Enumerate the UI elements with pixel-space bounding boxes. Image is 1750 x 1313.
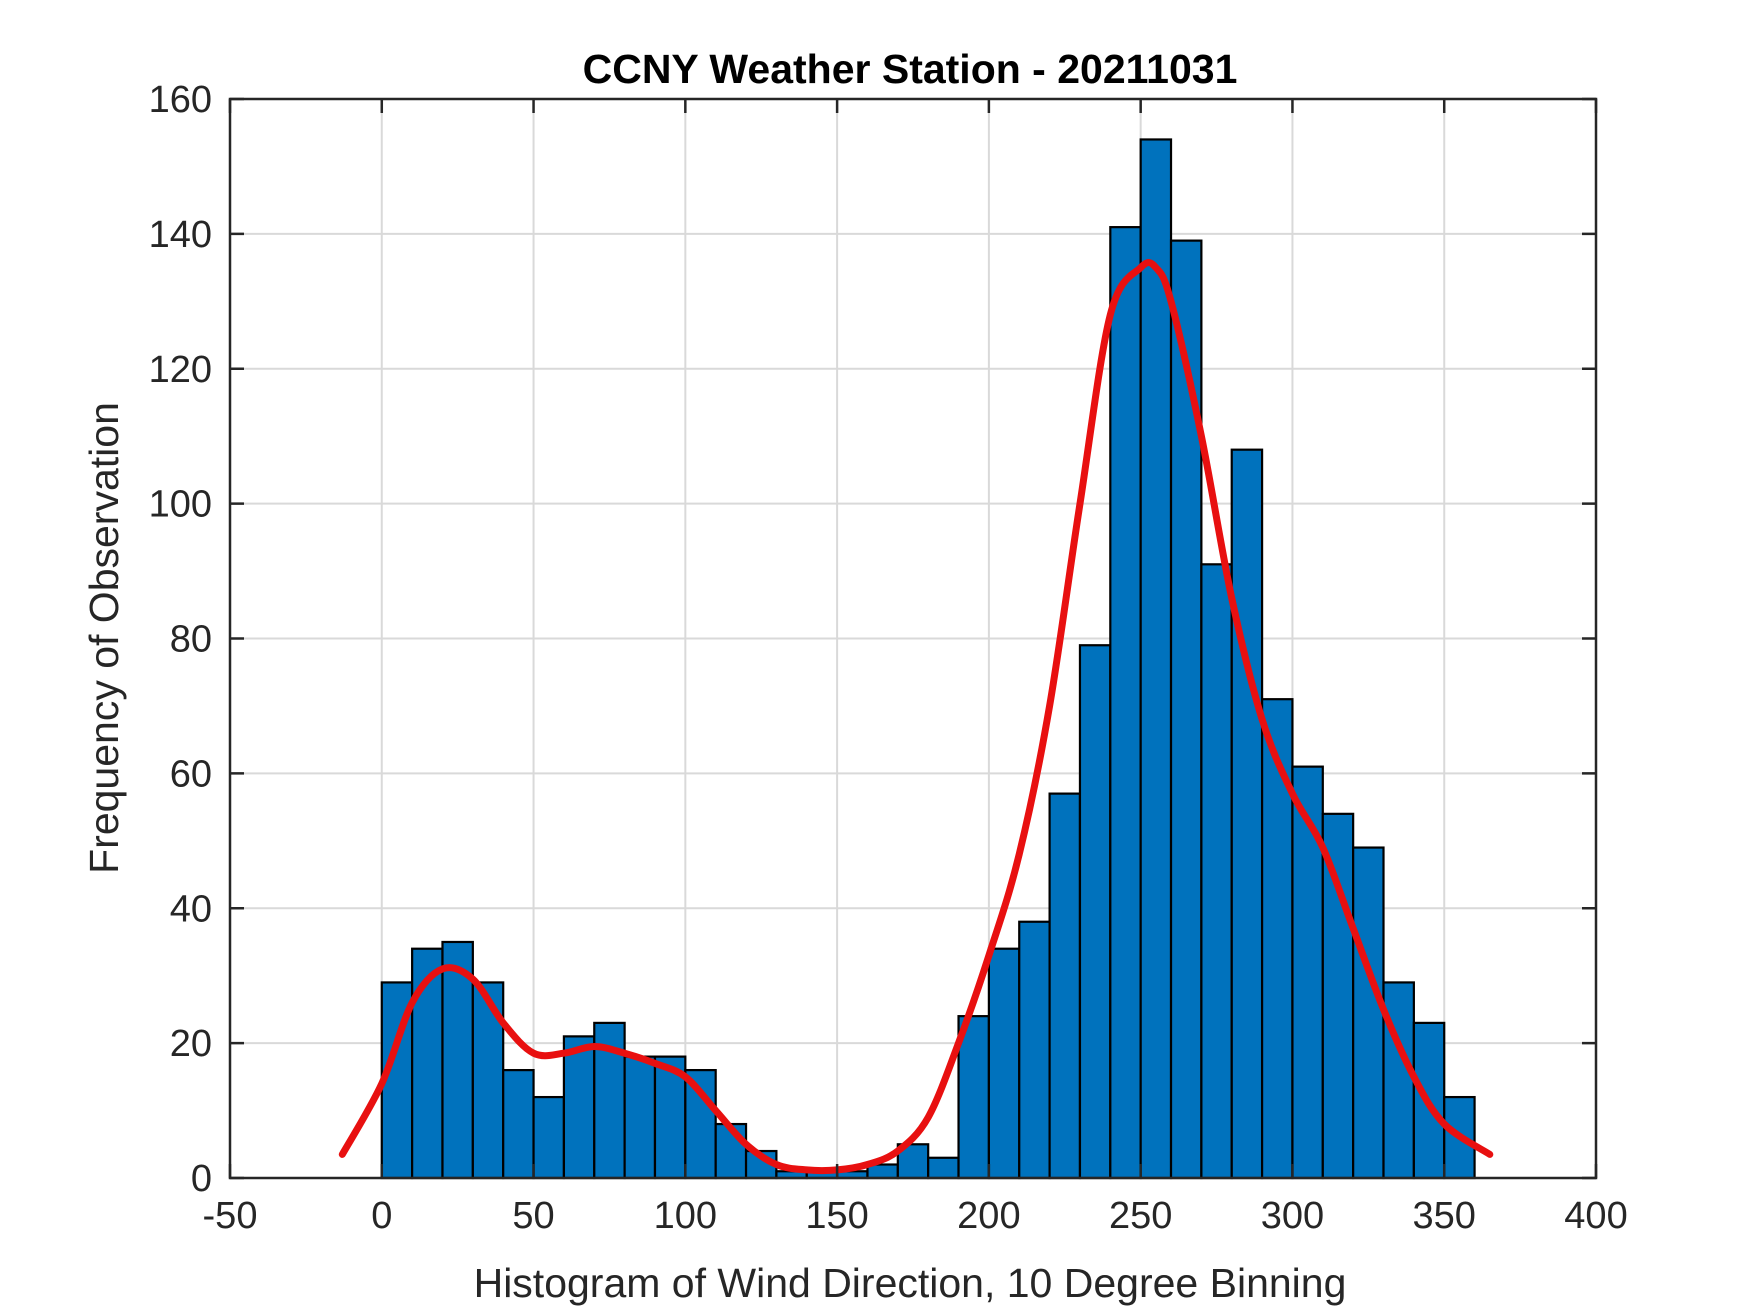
axes <box>228 97 1598 1180</box>
x-tick-label: 200 <box>957 1195 1020 1237</box>
tick-labels: -50 0 50 100 150 200 250 300 350 4000204060801001… <box>149 79 1628 1237</box>
histogram-bar <box>927 1156 960 1180</box>
x-tick-label: 0 <box>371 1195 392 1237</box>
fit-curve-layer <box>338 259 1494 1175</box>
histogram-bar <box>1018 920 1051 1180</box>
histogram-bar <box>502 1068 535 1180</box>
histogram-bar <box>987 947 1021 1180</box>
y-tick-label: 40 <box>170 888 212 930</box>
y-axis-title: Frequency of Observation <box>81 402 127 874</box>
histogram-bar <box>441 940 474 1180</box>
y-tick-label: 160 <box>149 79 212 121</box>
x-tick-label: 250 <box>1109 1195 1172 1237</box>
chart-title: CCNY Weather Station - 20211031 <box>583 46 1238 92</box>
histogram-bar <box>1078 644 1112 1180</box>
histogram-bar <box>1139 138 1173 1180</box>
x-tick-label: 350 <box>1413 1195 1476 1237</box>
x-axis-title: Histogram of Wind Direction, 10 Degree B… <box>474 1260 1347 1306</box>
x-tick-label: 400 <box>1564 1195 1627 1237</box>
x-tick-label: -50 <box>203 1195 258 1237</box>
x-tick-label: 50 <box>512 1195 554 1237</box>
histogram-bar <box>1048 792 1082 1180</box>
x-tick-label: 300 <box>1261 1195 1324 1237</box>
histogram-bar <box>1321 812 1355 1180</box>
y-tick-label: 20 <box>170 1023 212 1065</box>
histogram-bar <box>684 1068 717 1180</box>
histogram-bar <box>532 1095 566 1180</box>
y-tick-label: 60 <box>170 753 212 795</box>
histogram-bar <box>1230 448 1264 1180</box>
histogram-bar <box>562 1035 596 1180</box>
histogram-bar <box>1291 765 1324 1180</box>
y-tick-label: 80 <box>170 619 212 661</box>
x-tick-label: 150 <box>805 1195 868 1237</box>
histogram-bar <box>1200 563 1233 1180</box>
x-tick-label: 100 <box>654 1195 717 1237</box>
histogram-bar <box>623 1055 657 1180</box>
histogram-bar <box>1169 239 1203 1180</box>
y-tick-label: 100 <box>149 484 212 526</box>
fit-curve <box>338 259 1494 1175</box>
y-tick-label: 0 <box>191 1158 212 1200</box>
histogram-bar <box>1109 226 1142 1180</box>
histogram-bar <box>1352 846 1385 1180</box>
y-tick-label: 140 <box>149 214 212 256</box>
histogram-bar <box>1260 698 1294 1180</box>
y-tick-label: 120 <box>149 349 212 391</box>
